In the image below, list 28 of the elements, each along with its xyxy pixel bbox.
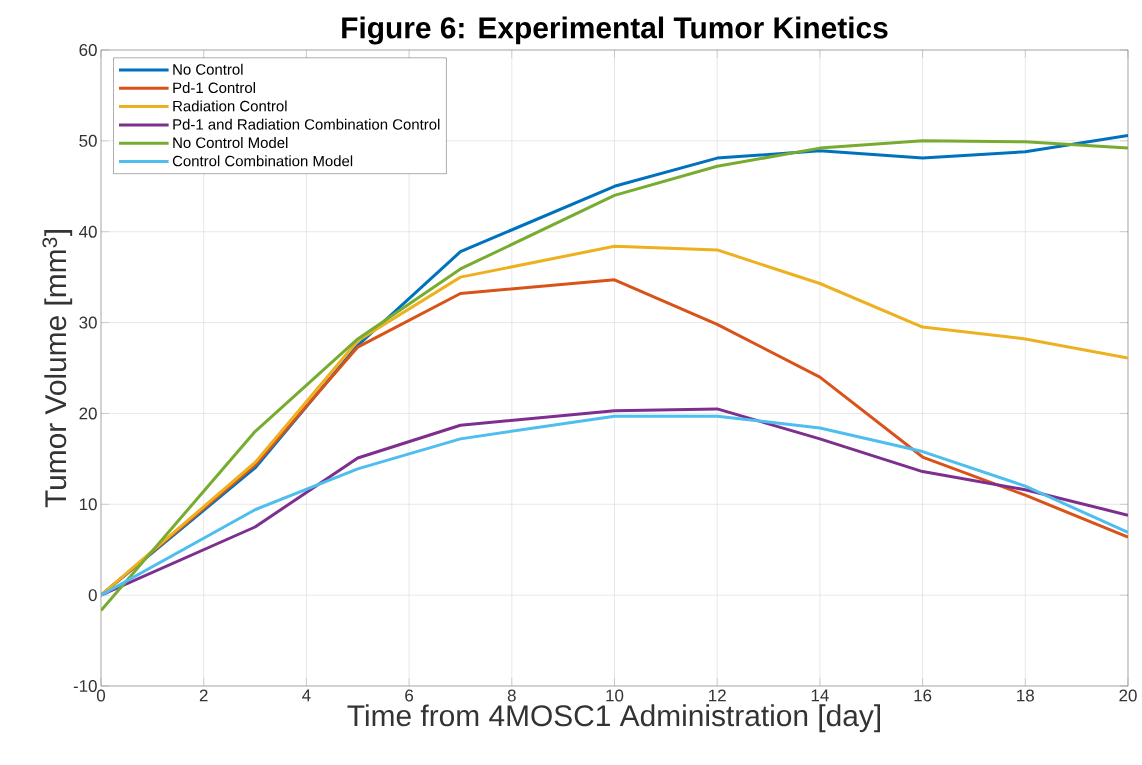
x-axis-title: Time from 4MOSC1 Administration [day] bbox=[347, 704, 880, 733]
y-axis-title: Tumor Volume [mm$^{3}$] bbox=[42, 230, 73, 508]
x-tick-label: 0 bbox=[96, 689, 106, 702]
legend-label: Control Combination Model bbox=[172, 155, 353, 167]
y-tick-label: 50 bbox=[79, 134, 97, 147]
y-tick-label: 0 bbox=[88, 589, 97, 602]
legend-label: No Control Model bbox=[173, 137, 288, 149]
x-tick-label: 2 bbox=[199, 689, 208, 702]
chart-title: Figure 6: Experimental Tumor Kinetics bbox=[342, 16, 888, 45]
legend-label: Pd-1 and Radiation Combination Control bbox=[173, 118, 440, 130]
y-tick-label: -10 bbox=[73, 680, 97, 692]
x-tick-label: 4 bbox=[302, 689, 311, 702]
x-tick-label: 12 bbox=[709, 689, 726, 702]
x-tick-label: 18 bbox=[1017, 689, 1034, 702]
x-tick-label: 14 bbox=[811, 689, 829, 702]
legend-label: Pd-1 Control bbox=[173, 82, 255, 94]
x-tick-label: 8 bbox=[507, 689, 516, 702]
y-tick-label: 40 bbox=[79, 225, 97, 238]
y-tick-label: 20 bbox=[79, 407, 97, 420]
legend-label: No Control bbox=[173, 63, 243, 75]
x-tick-label: 10 bbox=[606, 689, 624, 702]
y-tick-label: 60 bbox=[79, 44, 97, 56]
x-tick-label: 20 bbox=[1119, 689, 1137, 702]
y-tick-label: 10 bbox=[79, 498, 97, 511]
legend-label: Radiation Control bbox=[173, 100, 287, 112]
y-tick-label: 30 bbox=[79, 316, 97, 329]
x-tick-label: 16 bbox=[914, 689, 932, 702]
x-tick-label: 6 bbox=[405, 689, 414, 702]
